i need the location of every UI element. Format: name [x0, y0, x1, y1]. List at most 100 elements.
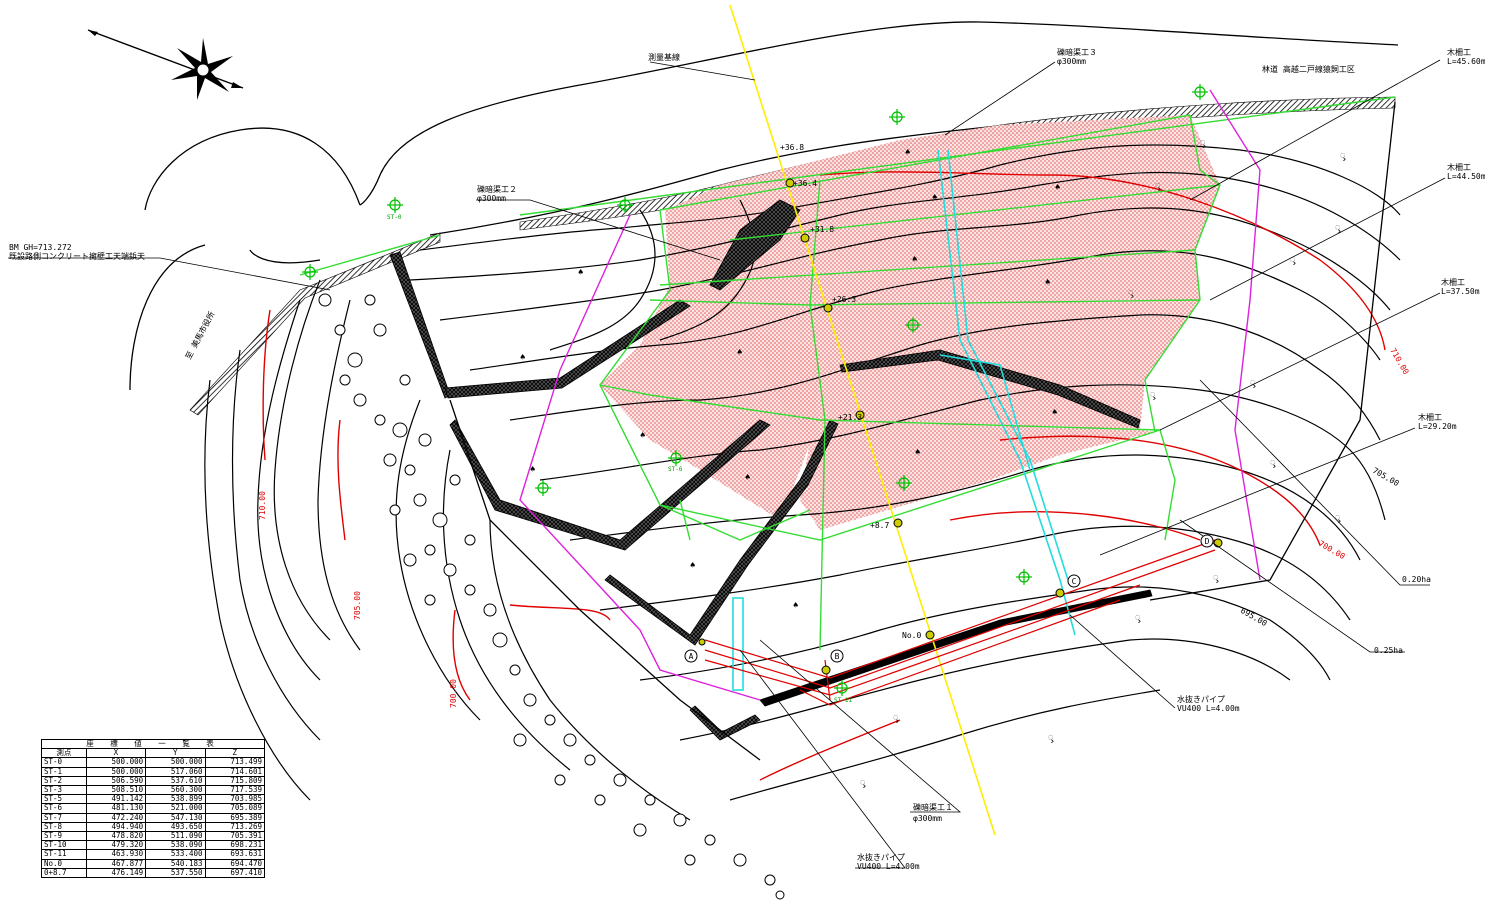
svg-text:♠: ♠ [915, 448, 920, 458]
treatment-area-left [600, 285, 820, 520]
contour-695-right: 695.00 [1239, 606, 1269, 628]
svg-text:ᯮ: ᯮ [1135, 613, 1141, 624]
area-label-1: 0.20ha [1402, 575, 1431, 584]
table-cell-value: 467.877 [85, 858, 147, 869]
svg-text:ᯮ: ᯮ [1213, 573, 1219, 584]
table-body: ST-0 500.000 500.000 713.499 ST-1 500.000 517.… [41, 757, 265, 879]
table-cell-value: 695.389 [204, 812, 265, 823]
pipe1-title: 水抜きパイプ [857, 852, 905, 862]
svg-text:ᯮ: ᯮ [1290, 255, 1296, 266]
svg-text:♠: ♠ [793, 601, 798, 611]
pipe1-spec: VU400 L=4.00m [857, 862, 920, 871]
table-cell-value: 537.550 [145, 867, 206, 879]
svg-text:♠: ♠ [912, 255, 917, 265]
svg-text:♠: ♠ [905, 148, 910, 158]
marker-d: D [1205, 537, 1210, 546]
svg-text:♠: ♠ [737, 348, 742, 358]
svg-text:ᯮ: ᯮ [1155, 181, 1161, 192]
table-cell-value: 547.130 [145, 812, 206, 823]
contour-700-right: 700.00 [1317, 539, 1347, 561]
fence4-length: L=29.20m [1418, 422, 1457, 431]
forest-road-label: 林道 高越二戸線猿飼工区 [1262, 64, 1355, 74]
table-cell-value: 517.060 [145, 766, 206, 777]
table-row: ST-9 478.820 511.090 705.391 [41, 831, 265, 842]
contour-700-left: 700.00 [449, 679, 458, 708]
table-title: 座 標 値 一 覧 表 [41, 738, 265, 750]
boulder-field [318, 293, 785, 900]
table-cell-point: ST-0 [41, 757, 87, 768]
marker-a: A [689, 652, 694, 661]
station-no-0: No.0 [902, 631, 921, 640]
table-cell-point: ST-7 [41, 812, 87, 823]
table-row: ST-11 463.930 533.400 693.631 [41, 849, 265, 860]
station-31-8: +31.8 [810, 225, 834, 234]
index-contours [262, 171, 1386, 781]
benchmark-label: BM GH=713.272 [9, 243, 72, 252]
marker-b: B [835, 652, 840, 661]
benchmark-desc-label: 既設路側コンクリート擁壁工天端鋲天 [9, 251, 145, 261]
svg-text:♠: ♠ [932, 193, 937, 203]
svg-text:ᯮ: ᯮ [1200, 138, 1206, 149]
table-cell-point: ST-1 [41, 766, 87, 777]
table-cell-point: ST-6 [41, 803, 87, 814]
contour-710-left: 710.00 [258, 491, 267, 520]
survey-baseline-label: 測量基線 [648, 52, 680, 62]
svg-text:♠: ♠ [530, 465, 535, 475]
table-cell-value: 533.400 [145, 849, 206, 860]
table-row: 0+8.7 476.149 537.550 697.410 [41, 867, 265, 879]
drain1-spec: φ300mm [913, 814, 942, 823]
to-city-office-label: 至 美馬市役所 [183, 310, 217, 361]
fence2-length: L=44.50m [1447, 172, 1485, 181]
contour-705-right: 705.00 [1371, 466, 1401, 488]
table-cell-value: 693.631 [204, 849, 265, 860]
svg-text:ᯮ: ᯮ [1340, 151, 1346, 162]
svg-text:♠: ♠ [578, 268, 583, 278]
svg-text:ᯮ: ᯮ [1250, 378, 1256, 389]
svg-text:♠: ♠ [1045, 278, 1050, 288]
svg-text:ᯮ: ᯮ [1048, 733, 1054, 744]
table-cell-value: 714.601 [204, 766, 265, 777]
table-row: ST-0 500.000 500.000 713.499 [41, 757, 265, 768]
svg-text:♠: ♠ [745, 473, 750, 483]
pipe2-title: 水抜きパイプ [1177, 694, 1225, 704]
svg-text:ᯮ: ᯮ [1335, 513, 1341, 524]
st6-label: ST-6 [668, 466, 683, 473]
table-cell-point: 0+8.7 [41, 867, 87, 879]
svg-text:ᯮ: ᯮ [1335, 223, 1341, 234]
left-retaining-wall [189, 232, 441, 416]
fence1-title: 木柵工 [1447, 47, 1471, 57]
svg-text:♠: ♠ [1055, 183, 1060, 193]
table-cell-value: 713.499 [204, 757, 265, 768]
svg-text:♠: ♠ [1052, 408, 1057, 418]
svg-text:ᯮ: ᯮ [1270, 458, 1276, 469]
drain2-title: 礫暗渠工２ [477, 184, 517, 194]
coordinate-table: 座 標 値 一 覧 表 測点 X Y Z ST-0 500.000 500.000 7… [41, 738, 265, 879]
retaining-structures [389, 199, 1153, 741]
table-cell-value: 481.130 [85, 803, 147, 814]
svg-text:ᯮ: ᯮ [1150, 390, 1156, 401]
station-8-7: +8.7 [870, 521, 889, 530]
table-cell-value: 521.000 [145, 803, 206, 814]
table-row: ST-1 500.000 517.060 714.601 [41, 766, 265, 777]
station-26-3: +26.3 [832, 295, 856, 304]
survey-baseline-line [729, 4, 996, 836]
table-row: ST-6 481.130 521.000 705.089 [41, 803, 265, 814]
leader-lines [8, 59, 1446, 869]
svg-text:ᯮ: ᯮ [1128, 288, 1134, 299]
table-cell-value: 697.410 [204, 867, 265, 879]
table-cell-value: 472.240 [85, 812, 147, 823]
svg-text:♠: ♠ [640, 431, 645, 441]
station-36-8: +36.8 [780, 143, 804, 152]
table-cell-value: 500.000 [85, 757, 147, 768]
marker-circles [684, 534, 1214, 663]
tree-symbol-icons: ♠ ♠ ♠ ♠ ♠ ♠ ♠ ♠ ♠ ♠ ♠ ♠ ♠ ♠ ♠ ᯮᯮᯮ ᯮᯮᯮ ᯮᯮᯮ ᯮᯮᯮ ᯮᯮᯮ [520, 138, 1346, 789]
svg-text:♠: ♠ [690, 561, 695, 571]
table-cell-value: 694.470 [204, 858, 265, 869]
st11-label: ST-11 [834, 697, 852, 704]
svg-text:♠: ♠ [520, 353, 525, 363]
table-row: ST-7 472.240 547.130 695.389 [41, 812, 265, 823]
table-row: ST-3 508.510 560.300 717.539 [41, 785, 265, 796]
contour-lines [204, 144, 1401, 821]
table-cell-value: 540.183 [145, 858, 206, 869]
